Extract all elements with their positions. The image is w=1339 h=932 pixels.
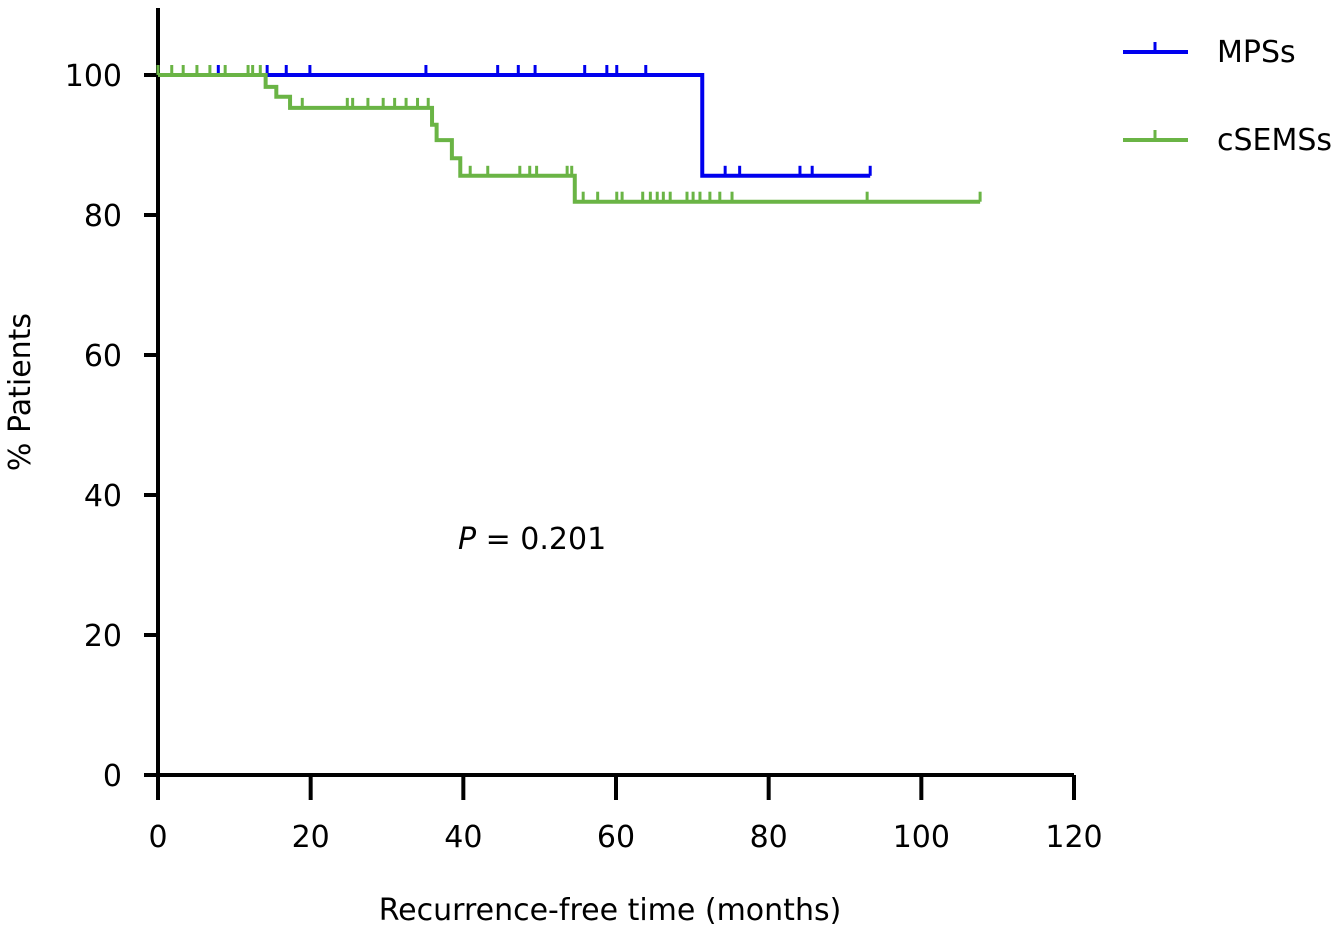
y-tick-label: 40 [84, 479, 122, 514]
p-value-annotation: P = 0.201 [458, 522, 606, 557]
y-axis-label: % Patients [3, 313, 38, 471]
x-tick-label: 120 [1045, 820, 1102, 855]
y-tick-label: 60 [84, 339, 122, 374]
series-line-MPSs [158, 73, 871, 178]
x-axis-label: Recurrence-free time (months) [379, 893, 842, 928]
x-tick-label: 20 [292, 820, 330, 855]
x-tick-label: 0 [148, 820, 167, 855]
y-tick-label: 0 [103, 759, 122, 794]
x-tick-label: 60 [597, 820, 635, 855]
legend-label: MPSs [1217, 35, 1296, 70]
series-line-cSEMSs [158, 73, 981, 204]
legend: MPSs cSEMSs [1123, 35, 1332, 158]
plot-area [156, 65, 982, 204]
y-tick-label: 20 [84, 619, 122, 654]
x-tick-label: 40 [444, 820, 482, 855]
legend-label: cSEMSs [1217, 123, 1332, 158]
axes: 0 20 40 60 80 100 120 0 20 40 60 80 100 [65, 8, 1103, 855]
y-tick-label: 100 [65, 59, 122, 94]
x-tick-label: 80 [750, 820, 788, 855]
y-tick-label: 80 [84, 199, 122, 234]
x-tick-label: 100 [893, 820, 950, 855]
